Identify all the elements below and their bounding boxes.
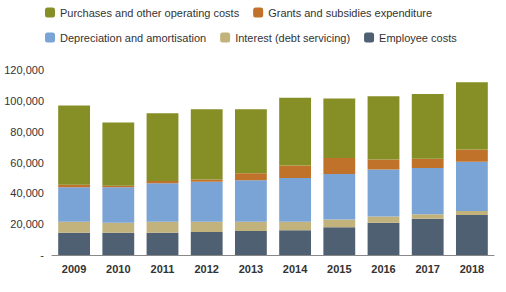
svg-text:80,000: 80,000 [10,126,44,138]
svg-text:Purchases and other operating: Purchases and other operating costs [60,7,240,19]
svg-text:2017: 2017 [415,263,439,275]
svg-text:Interest (debt servicing): Interest (debt servicing) [235,32,350,44]
svg-text:-: - [40,249,44,261]
svg-text:Grants and subsidies expenditu: Grants and subsidies expenditure [268,7,432,19]
svg-text:2012: 2012 [194,263,218,275]
svg-text:Employee costs: Employee costs [379,32,457,44]
svg-text:20,000: 20,000 [10,218,44,230]
svg-text:2014: 2014 [283,263,308,275]
svg-text:2009: 2009 [62,263,86,275]
svg-text:60,000: 60,000 [10,157,44,169]
svg-text:100,000: 100,000 [4,95,44,107]
svg-text:2018: 2018 [460,263,484,275]
svg-text:120,000: 120,000 [4,64,44,76]
svg-text:40,000: 40,000 [10,187,44,199]
svg-text:2010: 2010 [106,263,130,275]
svg-text:Depreciation and amortisation: Depreciation and amortisation [60,32,206,44]
svg-text:2011: 2011 [151,263,175,275]
svg-text:2015: 2015 [327,263,351,275]
svg-text:2016: 2016 [371,263,395,275]
svg-text:2013: 2013 [239,263,263,275]
